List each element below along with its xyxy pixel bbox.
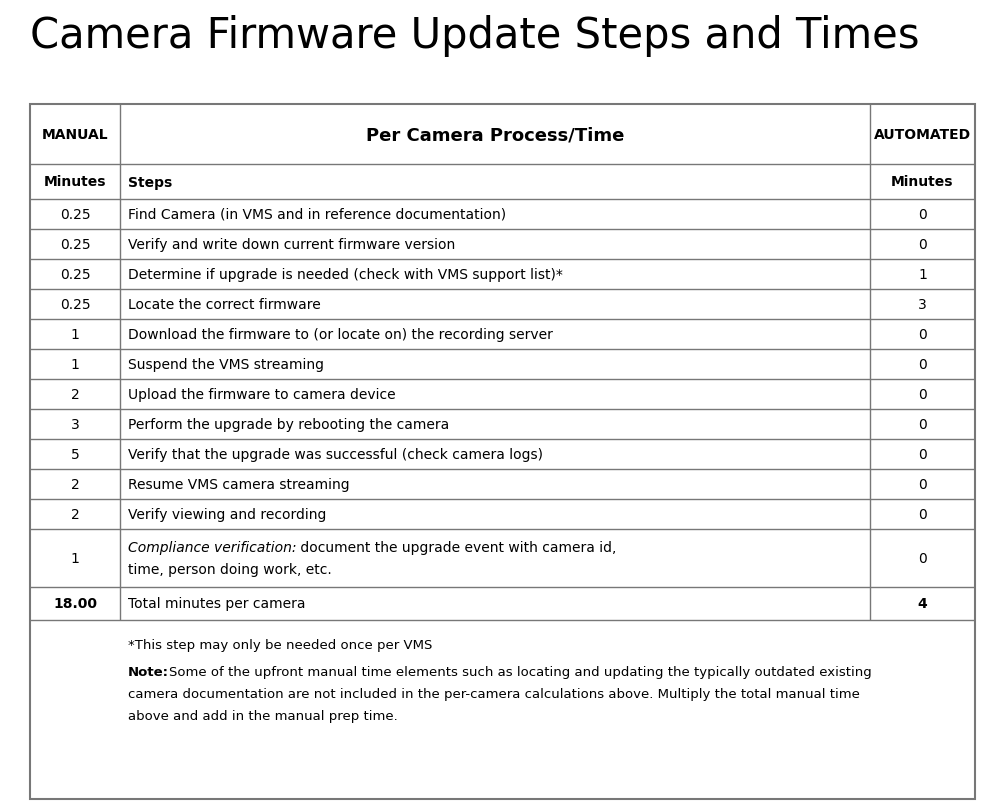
Text: 18.00: 18.00 <box>53 597 97 611</box>
Text: 0: 0 <box>918 418 927 431</box>
Text: AUTOMATED: AUTOMATED <box>874 128 971 142</box>
Text: Download the firmware to (or locate on) the recording server: Download the firmware to (or locate on) … <box>128 328 553 341</box>
Text: camera documentation are not included in the per-camera calculations above. Mult: camera documentation are not included in… <box>128 687 860 700</box>
Text: 0: 0 <box>918 551 927 565</box>
Text: 1: 1 <box>71 551 79 565</box>
Text: Find Camera (in VMS and in reference documentation): Find Camera (in VMS and in reference doc… <box>128 208 506 221</box>
Text: 0: 0 <box>918 358 927 371</box>
Text: Minutes: Minutes <box>44 175 106 189</box>
Text: Verify and write down current firmware version: Verify and write down current firmware v… <box>128 238 455 251</box>
Text: 0: 0 <box>918 478 927 491</box>
Text: Verify that the upgrade was successful (check camera logs): Verify that the upgrade was successful (… <box>128 448 543 461</box>
Text: 0: 0 <box>918 208 927 221</box>
Text: time, person doing work, etc.: time, person doing work, etc. <box>128 562 332 577</box>
Text: 3: 3 <box>71 418 79 431</box>
Text: Resume VMS camera streaming: Resume VMS camera streaming <box>128 478 350 491</box>
Text: 3: 3 <box>918 298 927 311</box>
Text: document the upgrade event with camera id,: document the upgrade event with camera i… <box>296 540 617 554</box>
Text: 0: 0 <box>918 238 927 251</box>
Text: Determine if upgrade is needed (check with VMS support list)*: Determine if upgrade is needed (check wi… <box>128 268 563 281</box>
Text: 0.25: 0.25 <box>60 208 90 221</box>
Text: 2: 2 <box>71 388 79 401</box>
Text: 0: 0 <box>918 328 927 341</box>
Text: 4: 4 <box>918 597 927 611</box>
Text: Total minutes per camera: Total minutes per camera <box>128 597 306 611</box>
Text: Locate the correct firmware: Locate the correct firmware <box>128 298 321 311</box>
Text: 2: 2 <box>71 478 79 491</box>
Text: 5: 5 <box>71 448 79 461</box>
Text: 1: 1 <box>71 328 79 341</box>
Text: Some of the upfront manual time elements such as locating and updating the typic: Some of the upfront manual time elements… <box>169 665 872 678</box>
Text: Upload the firmware to camera device: Upload the firmware to camera device <box>128 388 396 401</box>
Text: Perform the upgrade by rebooting the camera: Perform the upgrade by rebooting the cam… <box>128 418 449 431</box>
Text: 0: 0 <box>918 388 927 401</box>
Text: 0: 0 <box>918 448 927 461</box>
Text: 0.25: 0.25 <box>60 268 90 281</box>
Text: Camera Firmware Update Steps and Times: Camera Firmware Update Steps and Times <box>30 15 920 57</box>
Text: 2: 2 <box>71 508 79 521</box>
Text: Verify viewing and recording: Verify viewing and recording <box>128 508 326 521</box>
Bar <box>30 105 975 799</box>
Text: 0.25: 0.25 <box>60 298 90 311</box>
Text: Minutes: Minutes <box>891 175 954 189</box>
Text: above and add in the manual prep time.: above and add in the manual prep time. <box>128 709 398 722</box>
Text: 0.25: 0.25 <box>60 238 90 251</box>
Text: Compliance verification:: Compliance verification: <box>128 540 296 554</box>
Text: *This step may only be needed once per VMS: *This step may only be needed once per V… <box>128 638 432 651</box>
Text: 0: 0 <box>918 508 927 521</box>
Text: 1: 1 <box>71 358 79 371</box>
Text: MANUAL: MANUAL <box>42 128 108 142</box>
Text: Steps: Steps <box>128 175 172 189</box>
Text: Per Camera Process/Time: Per Camera Process/Time <box>366 126 624 144</box>
Text: Suspend the VMS streaming: Suspend the VMS streaming <box>128 358 324 371</box>
Text: Note:: Note: <box>128 665 169 678</box>
Text: 1: 1 <box>918 268 927 281</box>
